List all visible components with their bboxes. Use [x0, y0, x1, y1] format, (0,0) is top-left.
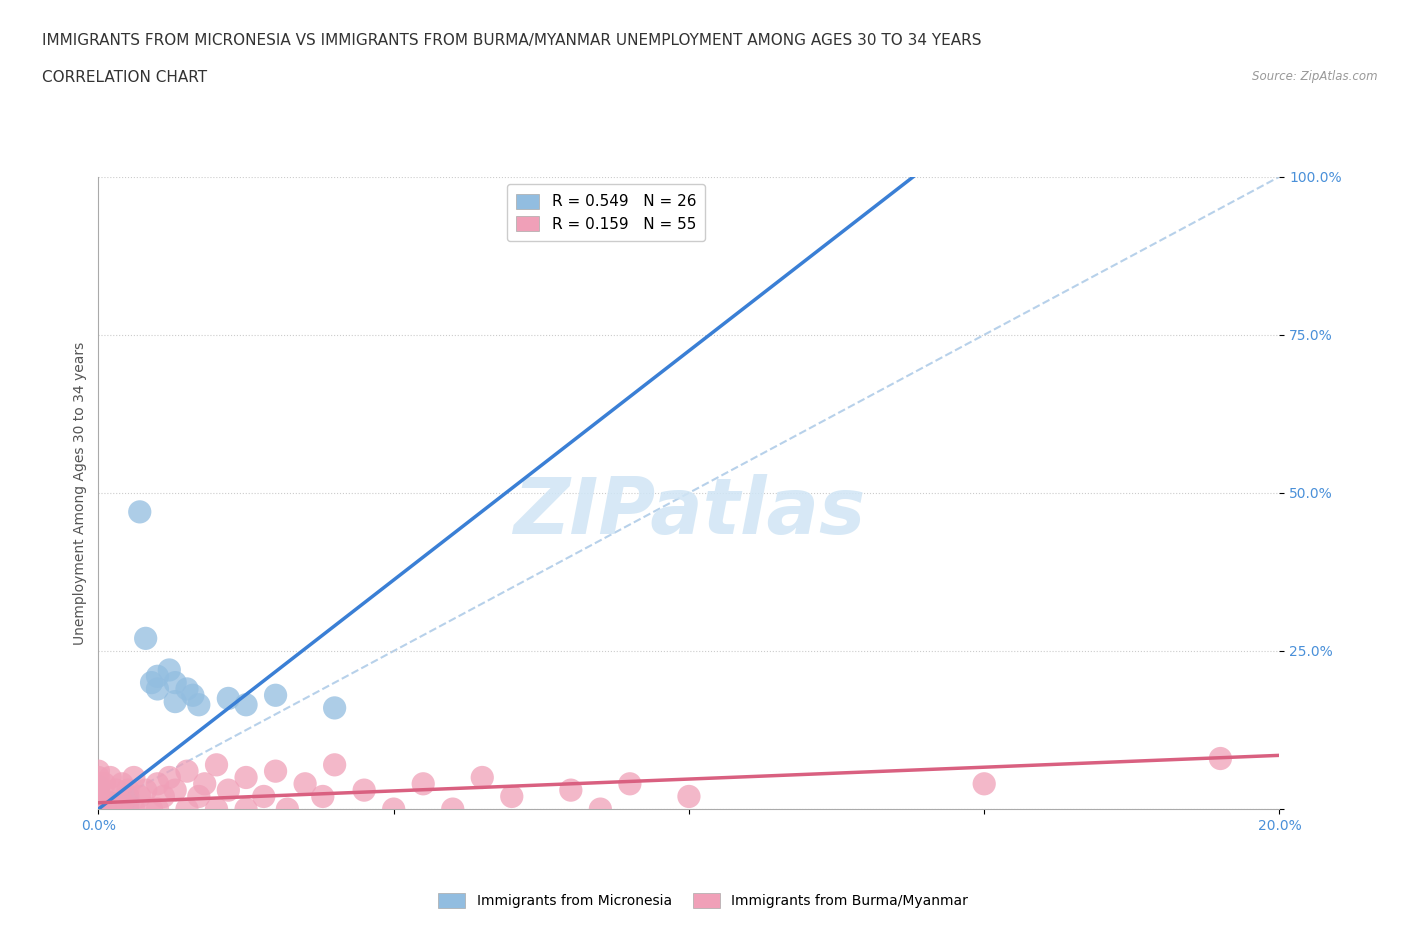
Point [98, 795, 121, 810]
Point [235, 698, 257, 712]
Point [323, 700, 346, 715]
Point [141, 675, 163, 690]
Point [264, 688, 287, 703]
Point [93, 777, 115, 791]
Point [146, 802, 169, 817]
Point [176, 764, 198, 778]
Point [235, 802, 257, 817]
Text: CORRELATION CHART: CORRELATION CHART [42, 70, 207, 85]
Point [135, 783, 157, 798]
Point [87, 795, 110, 810]
Point [294, 777, 316, 791]
Point [157, 662, 180, 677]
Point [471, 770, 494, 785]
Point [128, 789, 150, 804]
Point [93, 802, 115, 817]
Point [87, 789, 110, 804]
Text: ZIPatlas: ZIPatlas [513, 474, 865, 550]
Point [194, 777, 217, 791]
Point [205, 757, 228, 772]
Point [117, 795, 139, 810]
Point [589, 802, 612, 817]
Point [264, 764, 287, 778]
Point [217, 691, 239, 706]
Point [235, 770, 257, 785]
Point [111, 802, 134, 817]
Point [382, 802, 405, 817]
Point [678, 789, 700, 804]
Point [312, 789, 335, 804]
Legend: Immigrants from Micronesia, Immigrants from Burma/Myanmar: Immigrants from Micronesia, Immigrants f… [432, 888, 974, 914]
Point [973, 777, 995, 791]
Point [217, 783, 239, 798]
Point [152, 789, 174, 804]
Point [87, 802, 110, 817]
Point [87, 779, 110, 794]
Text: Source: ZipAtlas.com: Source: ZipAtlas.com [1253, 70, 1378, 83]
Point [501, 789, 523, 804]
Point [135, 631, 157, 645]
Point [122, 802, 145, 817]
Point [87, 795, 110, 810]
Point [111, 795, 134, 810]
Point [1209, 751, 1232, 766]
Point [253, 789, 276, 804]
Point [98, 795, 121, 810]
Point [187, 698, 209, 712]
Point [146, 669, 169, 684]
Point [560, 783, 582, 798]
Point [117, 789, 139, 804]
Point [619, 777, 641, 791]
Point [87, 802, 110, 817]
Point [87, 789, 110, 804]
Text: IMMIGRANTS FROM MICRONESIA VS IMMIGRANTS FROM BURMA/MYANMAR UNEMPLOYMENT AMONG A: IMMIGRANTS FROM MICRONESIA VS IMMIGRANTS… [42, 33, 981, 47]
Point [128, 504, 150, 519]
Point [87, 783, 110, 798]
Point [276, 802, 298, 817]
Point [117, 802, 139, 817]
Point [87, 770, 110, 785]
Point [165, 694, 187, 709]
Point [441, 802, 464, 817]
Point [146, 682, 169, 697]
Point [187, 789, 209, 804]
Point [412, 777, 434, 791]
Point [98, 802, 121, 817]
Point [141, 802, 163, 817]
Point [105, 802, 128, 817]
Point [157, 770, 180, 785]
Point [181, 688, 204, 703]
Point [87, 777, 110, 791]
Point [205, 802, 228, 817]
Point [323, 757, 346, 772]
Point [165, 783, 187, 798]
Point [165, 675, 187, 690]
Point [176, 802, 198, 817]
Point [87, 799, 110, 814]
Point [111, 777, 134, 791]
Point [98, 770, 121, 785]
Point [122, 770, 145, 785]
Point [87, 799, 110, 814]
Point [146, 777, 169, 791]
Point [176, 682, 198, 697]
Point [117, 783, 139, 798]
Legend: R = 0.549   N = 26, R = 0.159   N = 55: R = 0.549 N = 26, R = 0.159 N = 55 [508, 184, 706, 241]
Point [105, 783, 128, 798]
Y-axis label: Unemployment Among Ages 30 to 34 years: Unemployment Among Ages 30 to 34 years [73, 341, 87, 644]
Point [117, 802, 139, 817]
Point [87, 764, 110, 778]
Point [353, 783, 375, 798]
